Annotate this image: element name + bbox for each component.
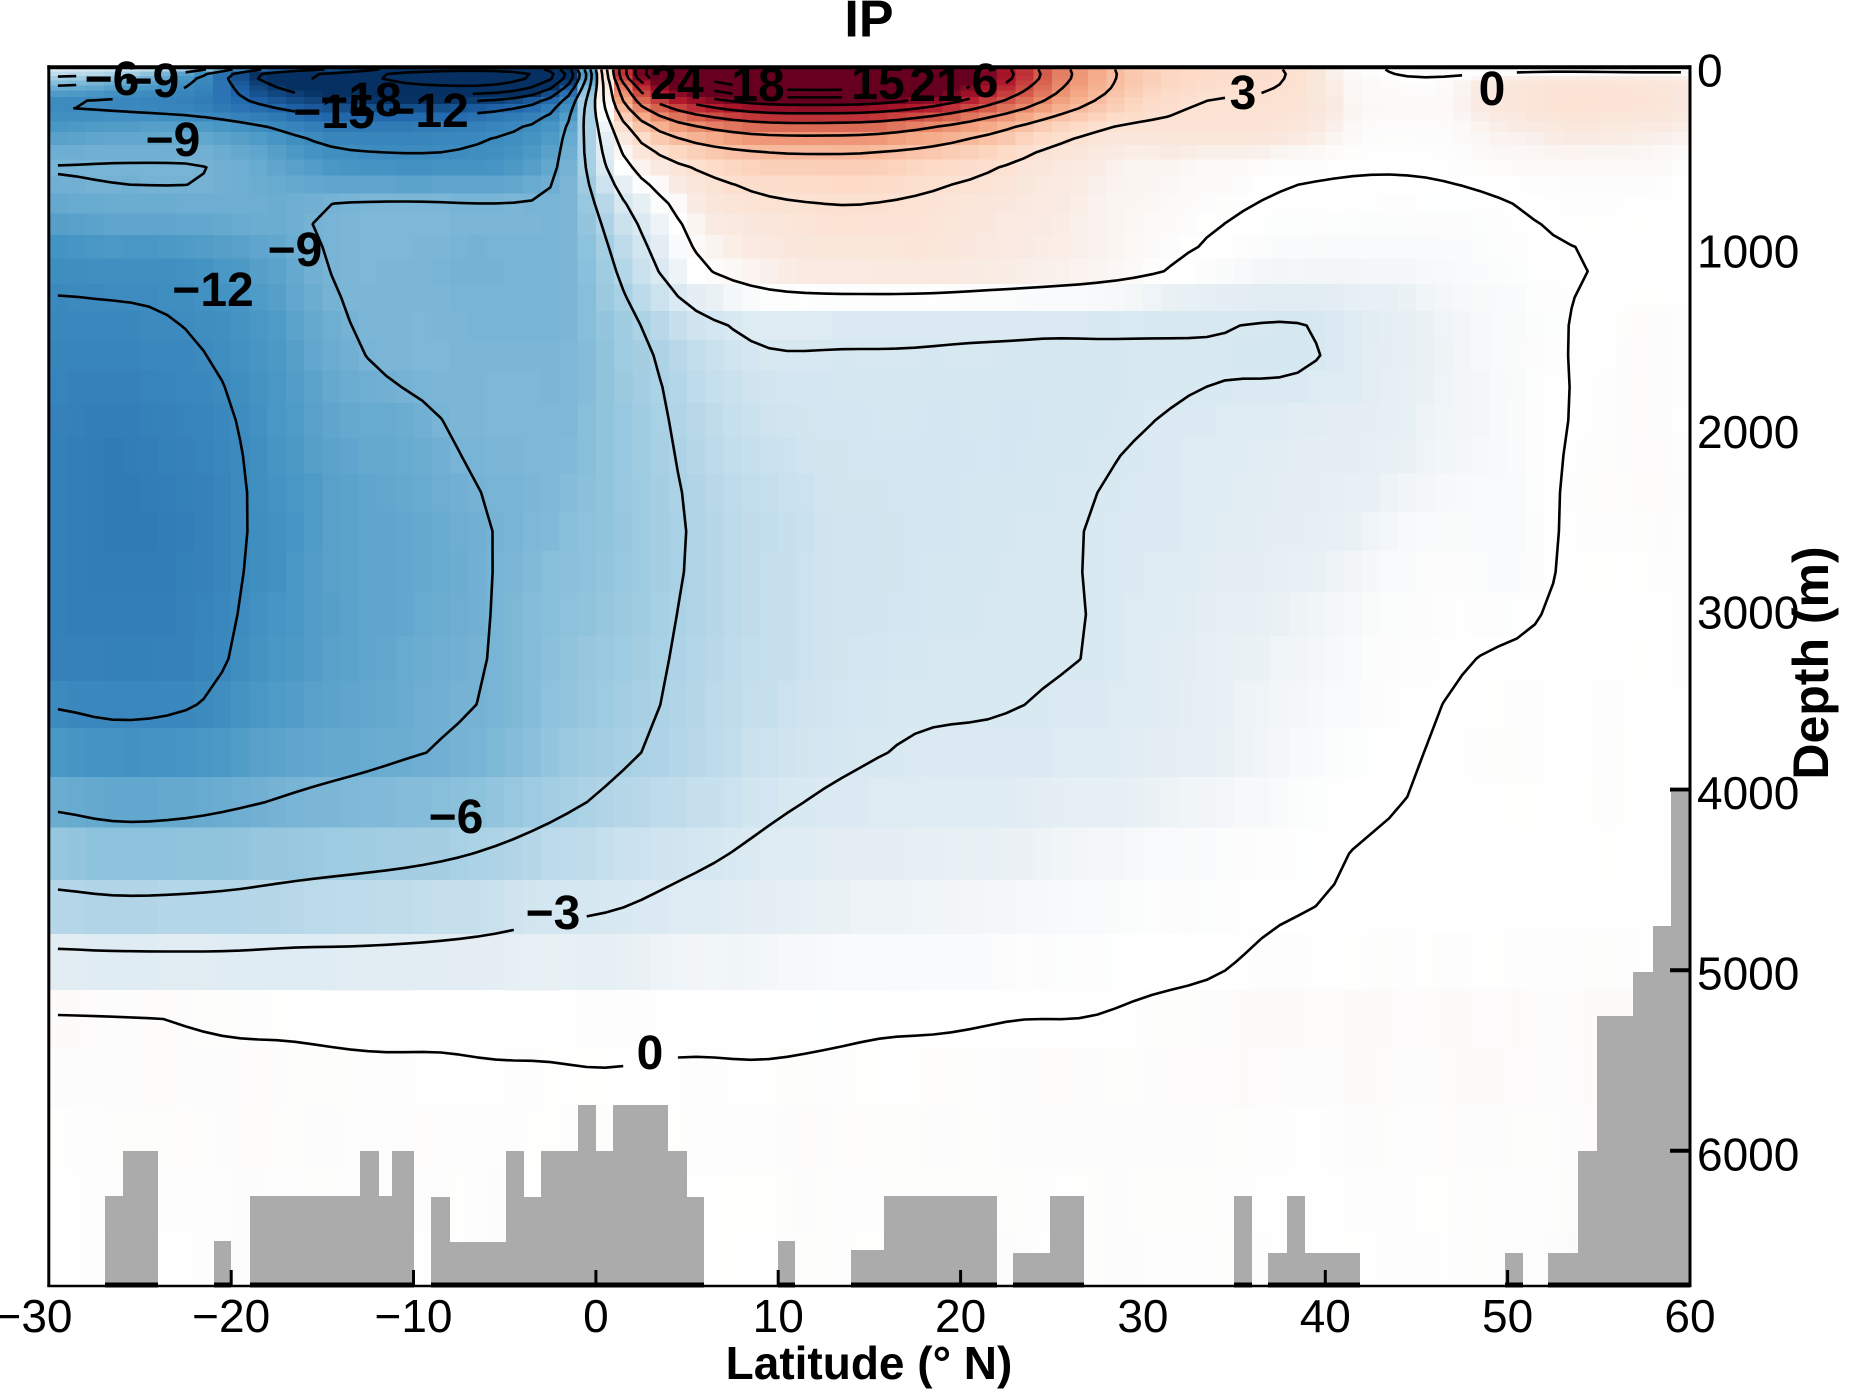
svg-text:3: 3 <box>1230 67 1257 120</box>
svg-text:15: 15 <box>851 57 904 110</box>
svg-text:−30: −30 <box>0 1290 73 1342</box>
svg-text:5000: 5000 <box>1697 948 1799 1000</box>
svg-text:Latitude (° N): Latitude (° N) <box>726 1337 1013 1389</box>
svg-text:−15: −15 <box>293 86 374 139</box>
svg-text:−9: −9 <box>268 224 323 277</box>
svg-text:−9: −9 <box>146 114 201 167</box>
svg-text:60: 60 <box>1664 1290 1715 1342</box>
svg-text:6: 6 <box>972 55 999 108</box>
svg-text:30: 30 <box>1117 1290 1168 1342</box>
svg-text:0: 0 <box>1697 45 1723 97</box>
svg-text:−12: −12 <box>172 264 253 317</box>
svg-text:−9: −9 <box>125 55 180 108</box>
svg-text:10: 10 <box>753 1290 804 1342</box>
svg-text:4000: 4000 <box>1697 767 1799 819</box>
svg-text:Depth (m): Depth (m) <box>1783 546 1839 779</box>
svg-text:0: 0 <box>637 1027 664 1080</box>
svg-text:−6: −6 <box>85 53 140 106</box>
svg-text:0: 0 <box>583 1290 609 1342</box>
svg-text:21: 21 <box>909 59 962 112</box>
svg-text:−20: −20 <box>192 1290 270 1342</box>
svg-text:20: 20 <box>935 1290 986 1342</box>
svg-text:−10: −10 <box>374 1290 452 1342</box>
svg-text:18: 18 <box>731 59 784 112</box>
svg-text:−18: −18 <box>320 74 401 127</box>
svg-text:6000: 6000 <box>1697 1128 1799 1180</box>
svg-text:−3: −3 <box>526 887 581 940</box>
svg-text:3000: 3000 <box>1697 587 1799 639</box>
svg-text:IP: IP <box>844 0 893 49</box>
svg-text:1000: 1000 <box>1697 225 1799 277</box>
svg-text:−6: −6 <box>429 791 484 844</box>
svg-text:50: 50 <box>1482 1290 1533 1342</box>
svg-text:2000: 2000 <box>1697 406 1799 458</box>
svg-text:24: 24 <box>650 57 704 110</box>
svg-text:−12: −12 <box>387 85 468 138</box>
svg-text:40: 40 <box>1300 1290 1351 1342</box>
svg-text:0: 0 <box>1479 63 1506 116</box>
